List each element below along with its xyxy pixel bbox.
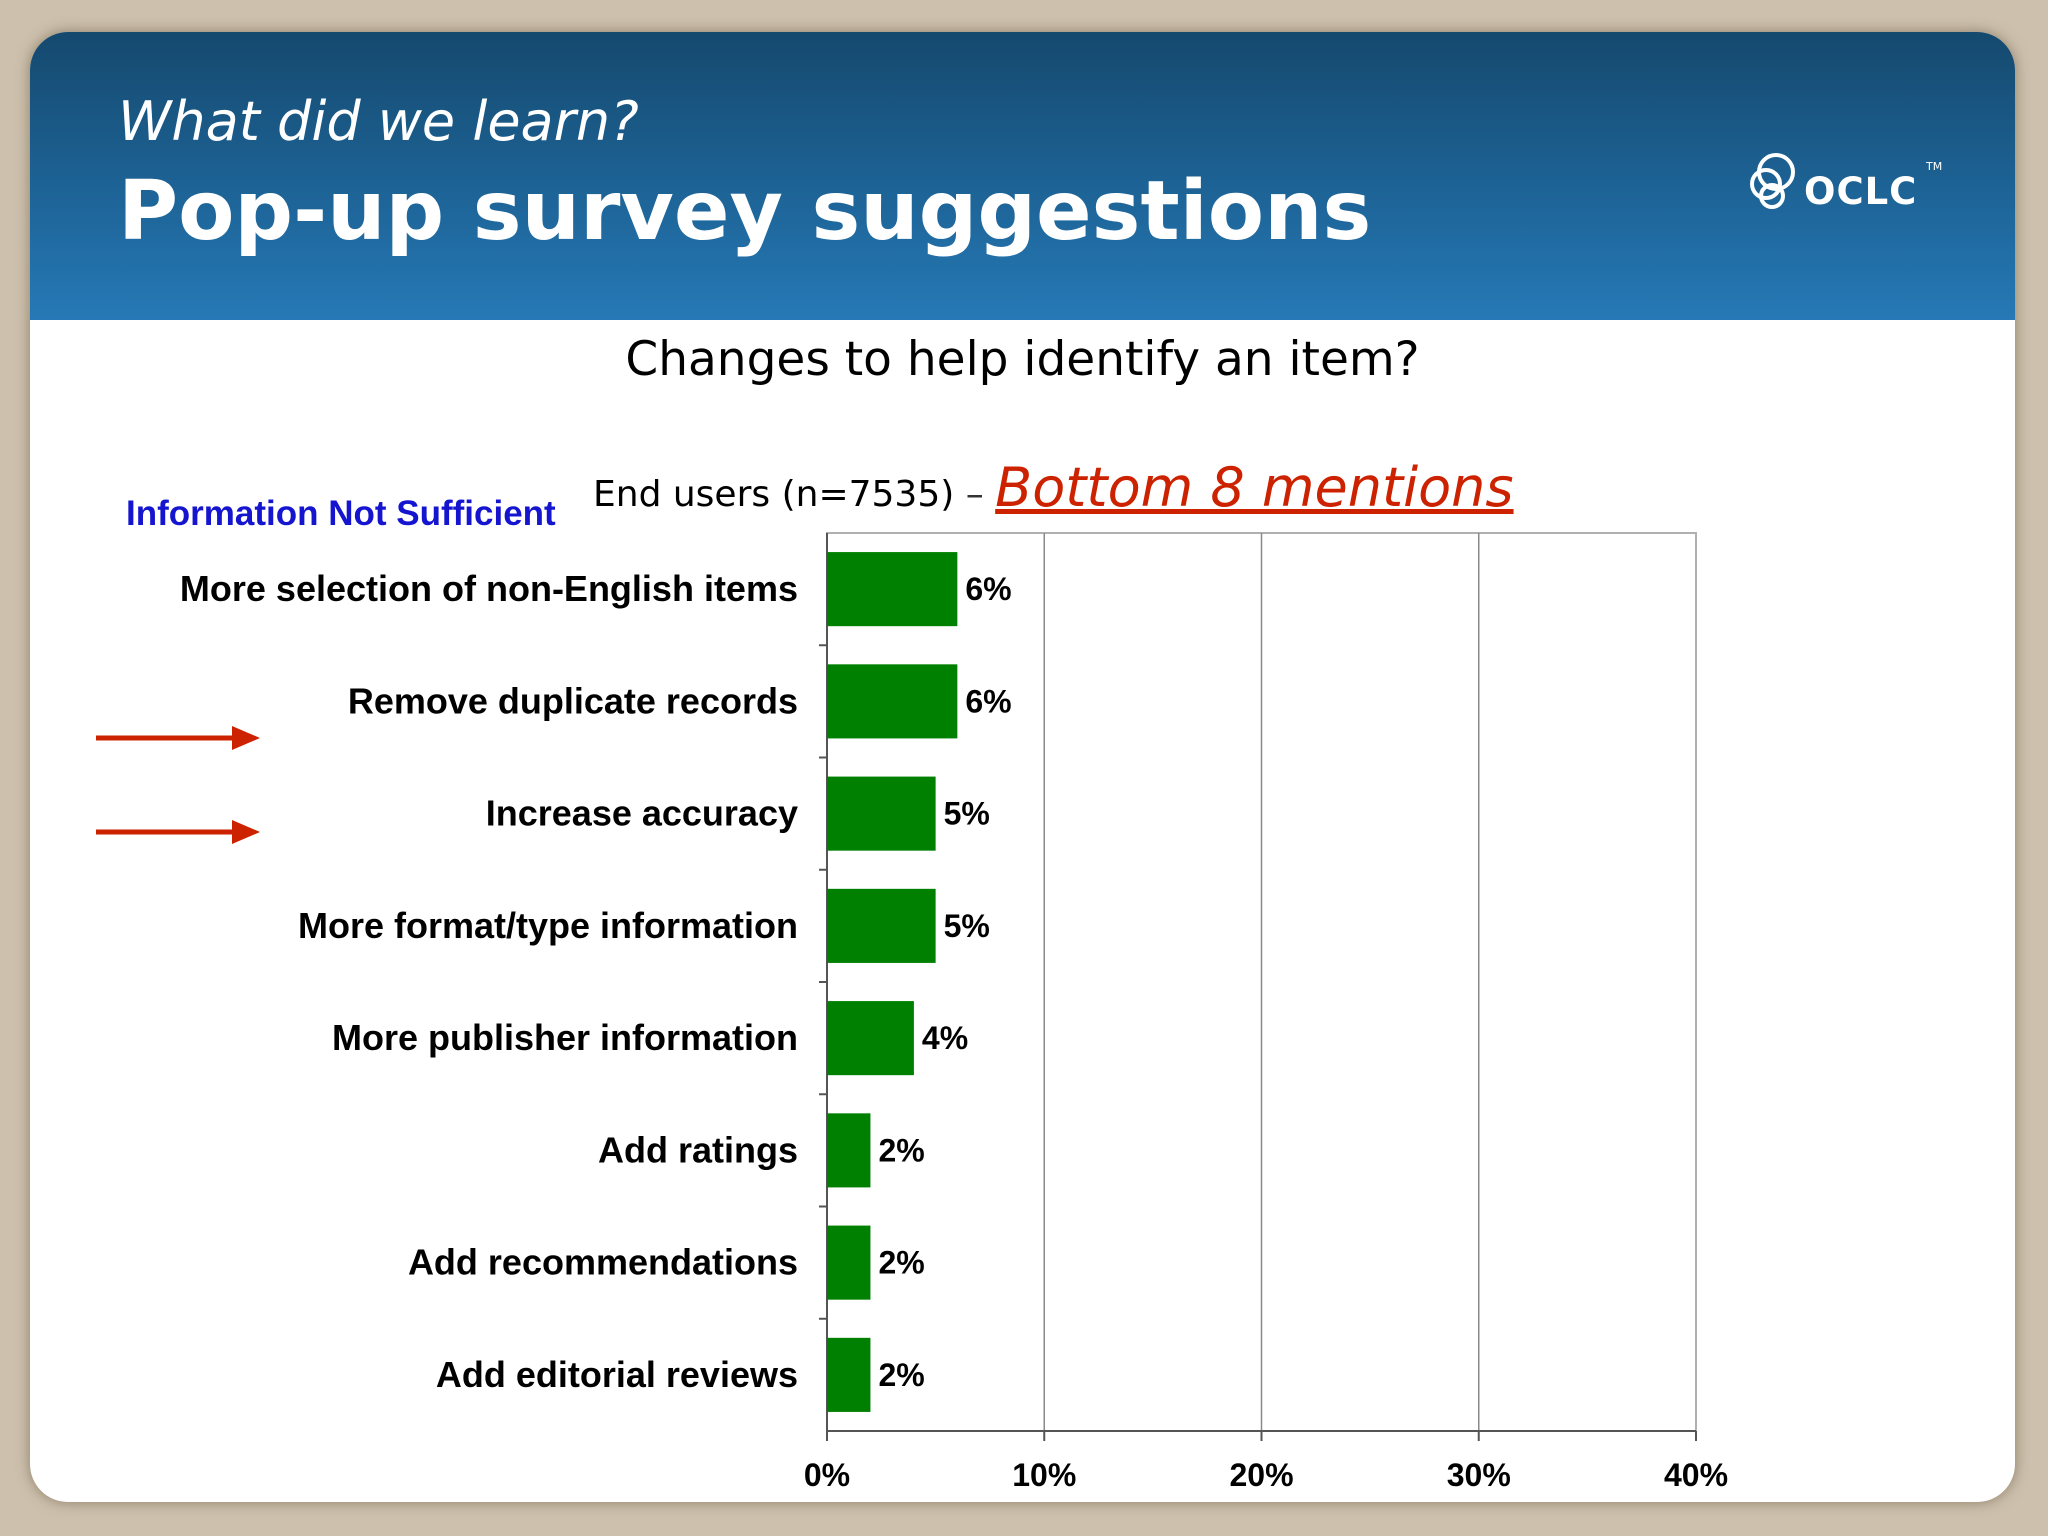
bar: [827, 776, 936, 851]
bar: [827, 552, 958, 627]
slide-kicker: What did we learn?: [118, 90, 639, 153]
category-label: More publisher information: [332, 1017, 798, 1058]
bar: [827, 1225, 871, 1300]
oclc-logo: OCLC TM: [1746, 150, 1966, 220]
header-banner: What did we learn? Pop-up survey suggest…: [30, 32, 2015, 320]
highlight-arrow-icon: [96, 726, 260, 750]
subtitle-dash: –: [954, 474, 996, 515]
chart-question: Changes to help identify an item?: [625, 332, 1420, 387]
category-label: More format/type information: [298, 905, 798, 946]
x-tick-label: 30%: [1447, 1457, 1511, 1493]
bar-chart: 0% 10% 20% 30% 40% 6% More selection of non-En…: [180, 532, 1728, 1493]
subtitle-highlight: Bottom 8 mentions: [995, 456, 1514, 519]
data-label: 6%: [965, 571, 1011, 607]
bar: [827, 1337, 871, 1412]
x-tick-label: 0%: [804, 1457, 850, 1493]
slide-title: Pop-up survey suggestions: [118, 164, 1372, 259]
data-label: 6%: [965, 683, 1011, 719]
logo-trademark: TM: [1926, 160, 1943, 173]
bar: [827, 1113, 871, 1188]
category-label: Add editorial reviews: [436, 1354, 798, 1395]
category-heading: Information Not Sufficient: [126, 494, 556, 533]
subtitle-prefix: End users (n=7535): [593, 474, 955, 515]
bar: [827, 1001, 914, 1076]
x-tick-label: 10%: [1012, 1457, 1076, 1493]
data-label: 5%: [944, 908, 990, 944]
bar: [827, 888, 936, 963]
category-label: Increase accuracy: [486, 793, 798, 834]
x-tick-label: 20%: [1229, 1457, 1293, 1493]
data-label: 2%: [878, 1245, 924, 1281]
category-label: Add recommendations: [408, 1242, 798, 1283]
x-tick-label: 40%: [1664, 1457, 1728, 1493]
chart-subtitle: End users (n=7535) – Bottom 8 mentions: [593, 456, 1514, 519]
slide: What did we learn? Pop-up survey suggest…: [30, 32, 2015, 1502]
oclc-logo-icon: [1750, 153, 1795, 209]
highlight-arrow-icon: [96, 820, 260, 844]
category-label: Add ratings: [598, 1129, 798, 1170]
category-label: More selection of non-English items: [180, 568, 798, 609]
data-label: 4%: [922, 1020, 968, 1056]
logo-wordmark: OCLC: [1804, 170, 1918, 213]
bar: [827, 664, 958, 739]
category-label: Remove duplicate records: [348, 680, 798, 721]
data-label: 2%: [878, 1357, 924, 1393]
data-label: 5%: [944, 796, 990, 832]
data-label: 2%: [878, 1132, 924, 1168]
